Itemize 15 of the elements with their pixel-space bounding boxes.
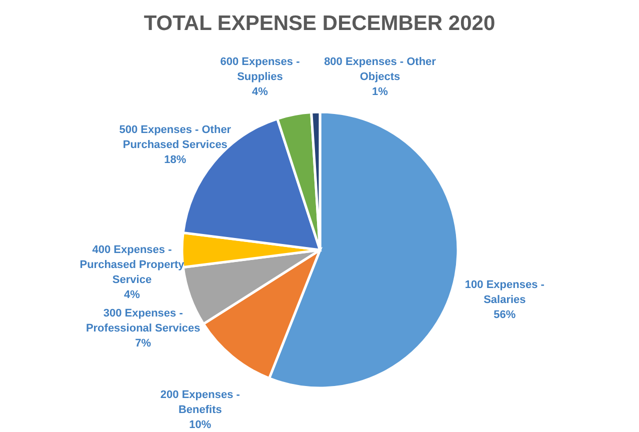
chart-title: TOTAL EXPENSE DECEMBER 2020 <box>144 12 496 35</box>
data-label: 1% <box>372 86 388 98</box>
slice-label: 200 Expenses - Benefits <box>160 388 240 416</box>
data-label: 7% <box>135 338 152 350</box>
slice-label: 100 Expenses - Salaries <box>464 279 545 306</box>
slice-label: 400 Expenses - Purchased Property Service <box>80 244 186 286</box>
data-label: 4% <box>252 86 268 98</box>
data-label: 4% <box>124 289 140 301</box>
data-label: 10% <box>189 418 212 431</box>
slice-label: 500 Expenses - Other Purchased Services <box>119 124 232 152</box>
slice-label: 800 Expenses - Other Objects <box>324 56 437 83</box>
slice-label: 300 Expenses - Professional Services <box>86 308 200 335</box>
data-label: 18% <box>164 154 186 166</box>
slice-label: 600 Expenses - Supplies <box>220 56 300 83</box>
data-label: 56% <box>494 309 516 322</box>
